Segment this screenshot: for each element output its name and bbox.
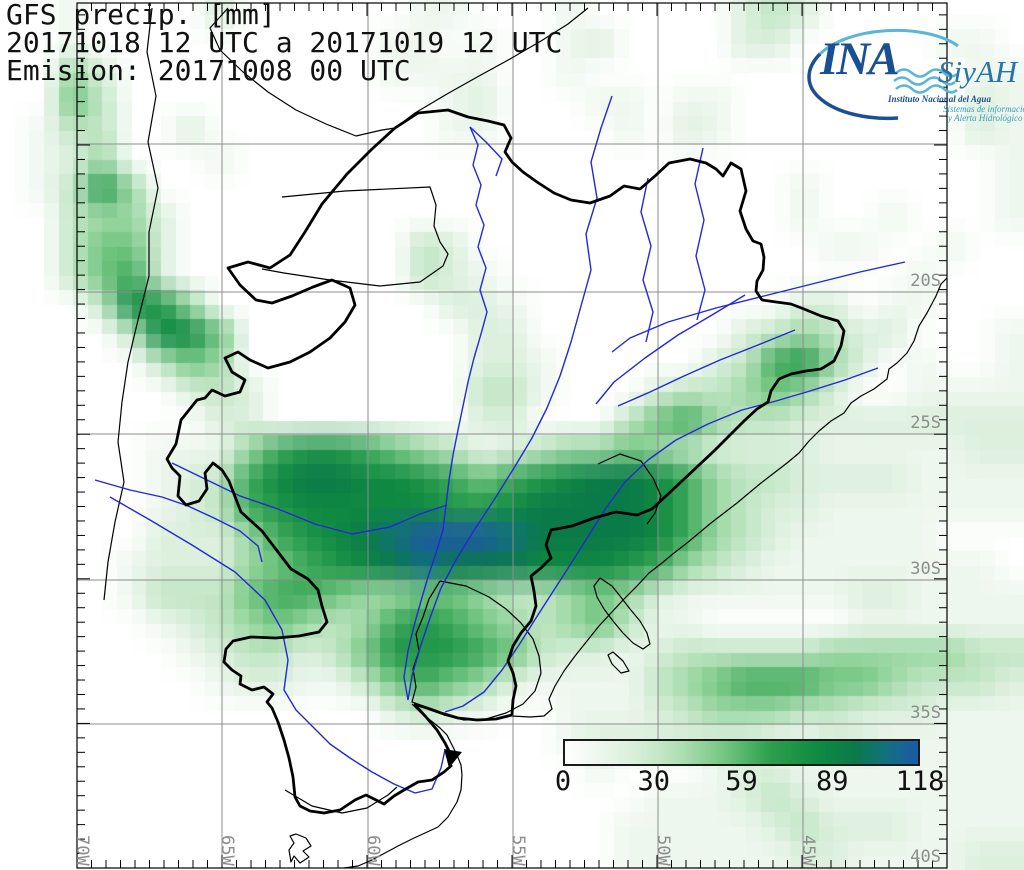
river-salado xyxy=(109,496,446,794)
river-upper-parana xyxy=(407,95,613,701)
logo-wave-2 xyxy=(893,76,956,86)
basin-outlet-arrow-shaft xyxy=(412,703,453,756)
logo-wave-3 xyxy=(895,84,958,94)
river-trib-3 xyxy=(617,329,796,407)
lon-label-50w: 50W xyxy=(653,835,673,866)
map-title: GFS precip. [mm] xyxy=(6,0,276,31)
colorbar-label-118: 118 xyxy=(895,766,945,797)
la-plata-basin-boundary xyxy=(165,108,846,815)
coast-buenos-aires xyxy=(284,786,398,814)
coast-bay-detail xyxy=(288,833,312,864)
river-tiete xyxy=(611,261,906,353)
river-west-trib xyxy=(94,479,263,563)
river-network xyxy=(94,95,906,794)
logo-wave-1 xyxy=(895,68,958,78)
lon-label-45w: 45W xyxy=(798,835,818,866)
lon-label-60w: 60W xyxy=(363,835,383,866)
lat-label-25s: 25S xyxy=(910,413,941,433)
logo-subtitle-systems: Sistemas de información xyxy=(943,104,1024,114)
border-northwest xyxy=(209,7,396,137)
colorbar-label-89: 89 xyxy=(815,766,849,797)
river-paraguay-parana xyxy=(403,126,488,701)
logo-siyah-wordmark: SiyAH xyxy=(938,54,1018,89)
ina-siyah-logo: INA SiyAH Instituto Nacional del Agua Si… xyxy=(790,20,1024,123)
border-uruguay xyxy=(411,580,542,721)
lat-lon-gridlines xyxy=(77,3,947,868)
lon-label-70w: 70W xyxy=(72,835,92,866)
colorbar-label-59: 59 xyxy=(725,766,758,797)
basin-boundary-west xyxy=(165,126,453,815)
country-borders-coastline xyxy=(103,7,948,869)
lat-label-40s: 40S xyxy=(910,847,941,867)
river-pilcomayo xyxy=(171,462,448,535)
river-uruguay xyxy=(444,367,879,713)
basin-boundary-north-east xyxy=(394,108,846,716)
coastline-brazil xyxy=(511,277,948,718)
colorbar-label-30: 30 xyxy=(637,766,671,797)
forecast-period: 20171018 12 UTC a 20171019 12 UTC xyxy=(6,26,563,59)
logo-ina-wordmark: INA xyxy=(820,33,900,85)
basin-estuary-shore xyxy=(413,702,513,722)
lat-label-20s: 20S xyxy=(910,271,941,291)
coastline-argentina xyxy=(343,703,463,869)
colorbar-label-0: 0 xyxy=(554,766,572,797)
lat-label-35s: 35S xyxy=(910,703,941,723)
basin-outlet-arrowhead xyxy=(444,749,462,768)
lagoa-mirim xyxy=(607,651,630,674)
logo-arc-light xyxy=(816,28,959,58)
map-frame-and-ticks xyxy=(76,2,948,869)
river-trib-2 xyxy=(694,147,706,321)
logo-subtitle-institute: Instituto Nacional del Agua xyxy=(888,94,991,104)
border-chile-andes xyxy=(103,7,159,601)
border-northeast xyxy=(394,7,589,129)
precip-colorbar xyxy=(563,739,920,766)
river-trib-1 xyxy=(640,177,654,343)
river-iguazu xyxy=(595,294,746,405)
emission-time: Emision: 20171008 00 UTC xyxy=(6,54,411,87)
border-misiones xyxy=(597,453,662,525)
lon-label-55w: 55W xyxy=(508,835,528,866)
logo-subtitle-alert: y Alerta Hidrológico xyxy=(948,113,1023,123)
logo-arc-dark xyxy=(807,52,899,121)
lagoa-dos-patos xyxy=(593,577,651,650)
logo-swoosh-graphic xyxy=(807,28,959,121)
lon-label-65w: 65W xyxy=(217,835,237,866)
border-bolivia-paraguay xyxy=(261,186,449,287)
river-pantanal xyxy=(469,126,503,177)
lat-label-30s: 30S xyxy=(910,559,941,579)
